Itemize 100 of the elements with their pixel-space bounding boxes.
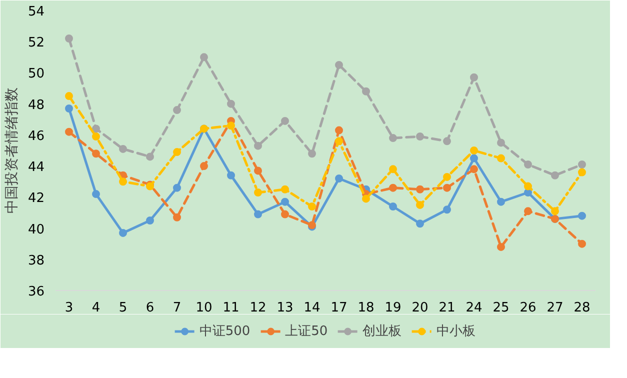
point [362,87,370,96]
point [578,168,586,176]
point [119,228,127,237]
point [200,53,208,62]
point [497,138,505,147]
point [65,128,73,136]
x-tick-label: 18 [358,300,374,316]
point [119,144,127,153]
point [65,34,73,42]
point [92,132,100,140]
point [173,184,181,192]
point [362,194,370,203]
point [227,122,235,130]
point [389,165,397,174]
point [551,171,559,180]
y-tick-label: 50 [28,66,45,82]
legend-label: 上证50 [285,323,328,340]
y-tick-label: 40 [28,222,45,238]
point [335,126,343,134]
point [200,162,208,170]
point [497,154,505,162]
point [416,200,424,209]
point [92,150,100,158]
point [335,174,343,182]
x-tick-label: 3 [64,300,74,316]
point [389,134,397,142]
point [227,100,235,108]
point [443,206,451,214]
point [578,160,586,168]
x-tick-label: 17 [330,300,348,316]
y-tick-label: 48 [28,98,45,113]
x-tick-label: 20 [412,300,428,316]
point [281,198,289,206]
x-tick-label: 12 [250,300,266,316]
point [173,106,181,114]
point [119,178,127,186]
point [497,242,505,251]
point [281,185,289,194]
point [254,142,262,150]
point [389,184,397,192]
x-tick-label: 25 [492,300,510,316]
point [443,172,451,181]
point [470,154,478,162]
point [578,240,586,248]
point [92,124,100,133]
point [551,207,559,216]
x-tick-label: 11 [222,300,240,316]
legend-label: 中小板 [436,323,476,340]
point [524,207,532,216]
point [92,190,100,198]
point [65,92,73,100]
y-axis-title: 中国投资者情绪指数 [4,88,20,214]
point [470,165,478,174]
point [254,166,262,175]
point [335,60,343,69]
point [416,132,424,140]
x-tick-label: 26 [520,300,536,316]
x-tick-label: 6 [146,300,154,316]
point [389,202,397,210]
x-tick-label: 28 [574,300,590,316]
x-tick-label: 27 [546,300,564,316]
y-tick-label: 44 [28,160,45,176]
y-tick-label: 38 [28,253,45,268]
point [227,171,235,180]
point [281,116,289,125]
point [470,146,478,154]
point [524,182,532,190]
x-tick-label: 21 [438,300,456,316]
x-tick-label: 10 [196,300,212,316]
y-tick-label: 42 [28,191,45,206]
point [308,150,316,158]
point [254,210,262,218]
x-tick-label: 7 [172,300,182,316]
point [173,148,181,156]
legend-label: 创业板 [362,323,402,340]
x-tick-label: 13 [276,300,294,316]
point [254,188,262,196]
point [497,198,505,206]
point [470,73,478,82]
x-tick-label: 19 [384,300,402,316]
point [281,210,289,218]
point [335,137,343,146]
x-tick-label: 5 [118,300,128,316]
point [65,104,73,112]
point [578,212,586,220]
point [524,160,532,168]
point [308,202,316,210]
point [443,137,451,146]
y-tick-label: 54 [28,4,45,20]
point [416,185,424,194]
point [146,152,154,161]
point [416,220,424,228]
x-tick-label: 14 [304,300,320,316]
y-tick-label: 52 [28,36,45,51]
point [146,216,154,224]
y-tick-label: 36 [28,284,45,300]
y-tick-label: 46 [28,128,45,144]
x-tick-label: 24 [466,300,482,316]
x-tick-label: 4 [92,300,100,316]
point [173,213,181,222]
